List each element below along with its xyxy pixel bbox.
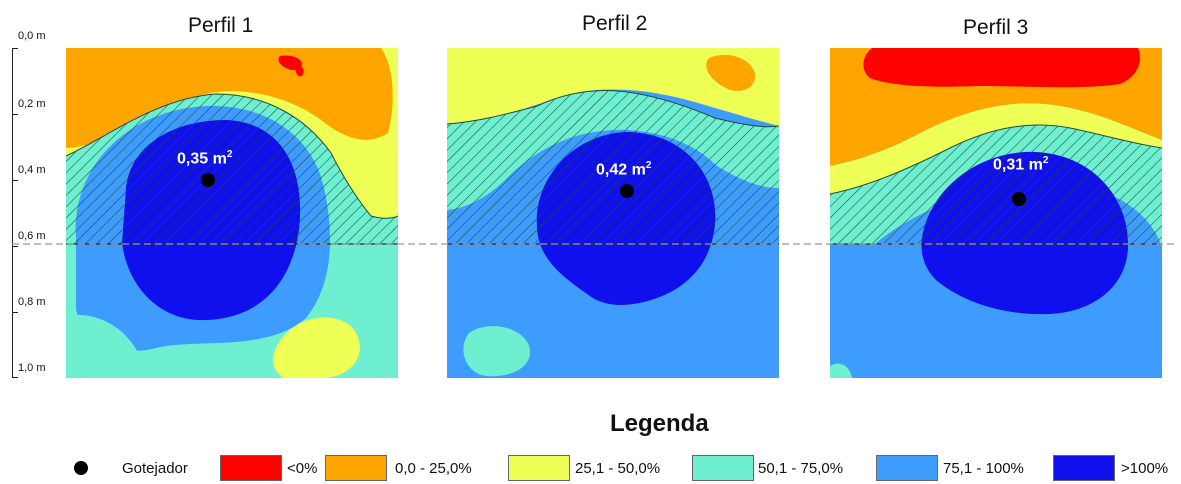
legend-label-0-25: 0,0 - 25,0% bbox=[395, 460, 472, 477]
hatched-region bbox=[447, 90, 779, 244]
legend: Gotejador <0% 0,0 - 25,0% 25,1 - 50,0% 5… bbox=[0, 455, 1181, 481]
legend-emitter-label: Gotejador bbox=[122, 460, 188, 477]
profile-2-contours bbox=[447, 48, 779, 378]
profile-2-area-label: 0,42 m2 bbox=[596, 160, 652, 179]
reference-depth-dashed-line bbox=[12, 243, 1177, 245]
zone-0-25 bbox=[66, 48, 393, 148]
hatched-region bbox=[830, 124, 1162, 244]
zone-25-50 bbox=[447, 48, 779, 126]
profile-3-area-label: 0,31 m2 bbox=[993, 155, 1049, 174]
depth-axis-line bbox=[12, 48, 13, 378]
profile-3-contours bbox=[830, 48, 1162, 378]
depth-label-1: 0,2 m bbox=[18, 98, 46, 110]
emitter-legend-icon bbox=[74, 461, 88, 475]
legend-label-25-50: 25,1 - 50,0% bbox=[575, 460, 661, 477]
profile-2-title: Perfil 2 bbox=[582, 12, 648, 35]
zone-50-75 bbox=[830, 363, 852, 378]
legend-swatch-25-50 bbox=[508, 455, 570, 481]
profile-1-area-label: 0,35 m2 bbox=[177, 149, 233, 168]
emitter-marker-profile-3 bbox=[1012, 192, 1026, 206]
profile-2-moisture-map bbox=[447, 48, 779, 378]
depth-tick bbox=[12, 377, 18, 378]
zone-25-50 bbox=[272, 317, 360, 378]
emitter-marker-profile-2 bbox=[620, 184, 634, 198]
legend-swatch-0-25 bbox=[325, 455, 387, 481]
legend-label-75-100: 75,1 - 100% bbox=[943, 460, 1024, 477]
legend-label-50-75: 50,1 - 75,0% bbox=[758, 460, 844, 477]
depth-tick bbox=[12, 48, 18, 49]
zone-0-25 bbox=[706, 54, 756, 91]
legend-swatch-75-100 bbox=[876, 455, 938, 481]
zone-50-75 bbox=[66, 314, 142, 378]
zone-25-50 bbox=[830, 103, 1162, 194]
profile-1-contours bbox=[66, 48, 398, 378]
hatched-boundary bbox=[830, 124, 1162, 195]
depth-label-4: 0,8 m bbox=[18, 296, 46, 308]
depth-tick bbox=[12, 246, 18, 247]
profile-1-moisture-map bbox=[66, 48, 398, 378]
depth-label-2: 0,4 m bbox=[18, 164, 46, 176]
hatched-boundary bbox=[447, 90, 779, 128]
zone-below-0 bbox=[863, 48, 1140, 88]
depth-label-3: 0,6 m bbox=[18, 230, 46, 242]
depth-tick bbox=[12, 180, 18, 181]
profile-3-title: Perfil 3 bbox=[963, 16, 1029, 39]
hatched-region bbox=[66, 94, 398, 244]
legend-swatch-above-100 bbox=[1053, 455, 1115, 481]
legend-label-below-0: <0% bbox=[287, 460, 318, 477]
legend-title: Legenda bbox=[610, 410, 709, 437]
depth-tick bbox=[12, 312, 18, 313]
depth-label-0: 0,0 m bbox=[18, 30, 46, 42]
legend-swatch-50-75 bbox=[692, 455, 754, 481]
profile-1-title: Perfil 1 bbox=[188, 14, 254, 37]
legend-label-above-100: >100% bbox=[1121, 460, 1169, 477]
legend-swatch-below-0 bbox=[220, 455, 282, 481]
depth-tick bbox=[12, 114, 18, 115]
hatched-boundary bbox=[66, 93, 398, 219]
depth-label-5: 1,0 m bbox=[18, 362, 46, 374]
zone-below-0 bbox=[295, 65, 304, 77]
emitter-marker-profile-1 bbox=[201, 173, 215, 187]
zone-50-75 bbox=[463, 326, 530, 377]
profile-3-moisture-map bbox=[830, 48, 1162, 378]
